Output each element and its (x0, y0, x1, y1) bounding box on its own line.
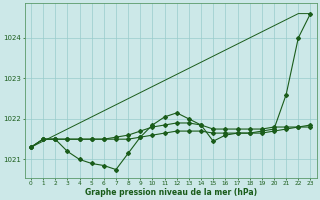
X-axis label: Graphe pression niveau de la mer (hPa): Graphe pression niveau de la mer (hPa) (84, 188, 257, 197)
